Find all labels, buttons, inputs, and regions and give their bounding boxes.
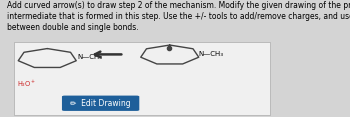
Text: H₂O$^+$: H₂O$^+$ xyxy=(17,79,36,89)
FancyBboxPatch shape xyxy=(14,42,270,115)
Text: ✏  Edit Drawing: ✏ Edit Drawing xyxy=(70,99,131,108)
FancyBboxPatch shape xyxy=(62,96,139,111)
Text: N—CH₃: N—CH₃ xyxy=(77,54,102,60)
Text: Add curved arrow(s) to draw step 2 of the mechanism. Modify the given drawing of: Add curved arrow(s) to draw step 2 of th… xyxy=(7,1,350,32)
Text: N—CH₃: N—CH₃ xyxy=(198,51,223,57)
